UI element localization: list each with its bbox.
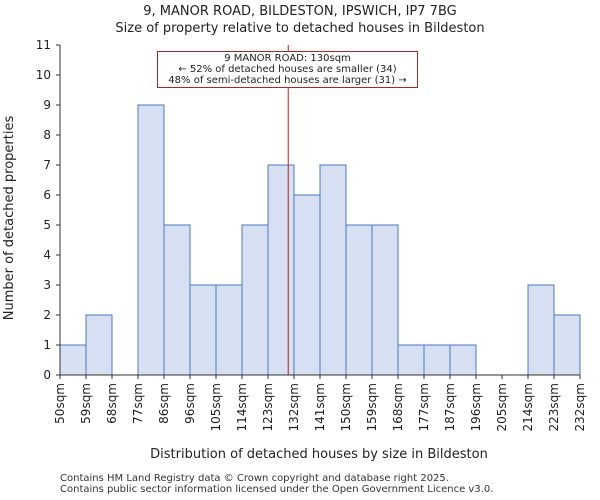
x-tick-label: 96sqm: [183, 383, 197, 424]
bar-77sqm: [137, 104, 165, 376]
x-tick-label: 59sqm: [79, 383, 93, 424]
x-tick-label: 150sqm: [339, 383, 353, 431]
footer-line-1: Contains HM Land Registry data © Crown c…: [60, 473, 449, 484]
bar-86sqm: [163, 224, 191, 376]
x-tick-label: 68sqm: [105, 383, 119, 424]
y-tick-label: 8: [43, 128, 51, 142]
y-tick-label: 10: [36, 68, 51, 82]
chart-title: 9, MANOR ROAD, BILDESTON, IPSWICH, IP7 7…: [143, 4, 457, 19]
footer-attribution: Contains HM Land Registry data © Crown c…: [60, 473, 493, 495]
chart-subtitle: Size of property relative to detached ho…: [115, 21, 485, 36]
annotation-line-address: 9 MANOR ROAD: 130sqm: [224, 53, 351, 64]
y-tick-label: 4: [43, 248, 51, 262]
bar-150sqm: [345, 224, 373, 376]
bar-50sqm: [59, 344, 87, 376]
bar-59sqm: [85, 314, 113, 376]
x-ticks-layer: 50sqm 59sqm 68sqm 77sqm 86sqm 96sqm 105sqm 114s…: [53, 375, 587, 431]
x-tick-label: 168sqm: [391, 383, 405, 431]
bars-layer: [59, 104, 581, 376]
annotation-line-smaller: ← 52% of detached houses are smaller (34…: [178, 64, 397, 75]
x-tick-label: 50sqm: [53, 383, 67, 424]
y-tick-label: 2: [43, 308, 51, 322]
footer-line-2: Contains public sector information licen…: [60, 484, 494, 495]
x-tick-label: 232sqm: [573, 383, 587, 431]
x-tick-label: 196sqm: [469, 383, 483, 431]
y-tick-label: 1: [43, 338, 51, 352]
x-tick-label: 214sqm: [521, 383, 535, 431]
bar-132sqm: [293, 194, 321, 376]
y-axis-title: Number of detached properties: [2, 116, 17, 321]
y-tick-label: 6: [43, 188, 51, 202]
bar-187sqm: [449, 344, 477, 376]
y-tick-label: 11: [36, 38, 51, 52]
bar-141sqm: [319, 164, 347, 376]
x-tick-label: 77sqm: [131, 383, 145, 424]
bar-114sqm: [241, 224, 269, 376]
y-tick-label: 3: [43, 278, 51, 292]
y-tick-label: 9: [43, 98, 51, 112]
bar-105sqm: [215, 284, 243, 376]
x-tick-label: 205sqm: [495, 383, 509, 431]
bar-223sqm: [553, 314, 581, 376]
x-tick-label: 86sqm: [157, 383, 171, 424]
bar-177sqm: [423, 344, 451, 376]
x-tick-label: 223sqm: [547, 383, 561, 431]
x-tick-label: 132sqm: [287, 383, 301, 431]
y-tick-label: 5: [43, 218, 51, 232]
y-tick-label: 0: [43, 368, 51, 382]
x-tick-label: 123sqm: [261, 383, 275, 431]
x-tick-label: 114sqm: [235, 383, 249, 431]
x-tick-label: 141sqm: [313, 383, 327, 431]
x-axis-title: Distribution of detached houses by size …: [150, 447, 488, 462]
y-ticks-layer: 0 1 2 3 4 5 6 7 8 9 10 11: [36, 38, 60, 382]
property-annotation-box: 9 MANOR ROAD: 130sqm ← 52% of detached h…: [157, 51, 418, 88]
bar-96sqm: [189, 284, 217, 376]
x-tick-label: 105sqm: [209, 383, 223, 431]
annotation-line-larger: 48% of semi-detached houses are larger (…: [168, 75, 407, 86]
x-tick-label: 187sqm: [443, 383, 457, 431]
bar-123sqm: [267, 164, 295, 376]
bar-159sqm: [371, 224, 399, 376]
bar-168sqm: [397, 344, 425, 376]
bar-214sqm: [527, 284, 555, 376]
x-tick-label: 177sqm: [417, 383, 431, 431]
x-tick-label: 159sqm: [365, 383, 379, 431]
y-tick-label: 7: [43, 158, 51, 172]
